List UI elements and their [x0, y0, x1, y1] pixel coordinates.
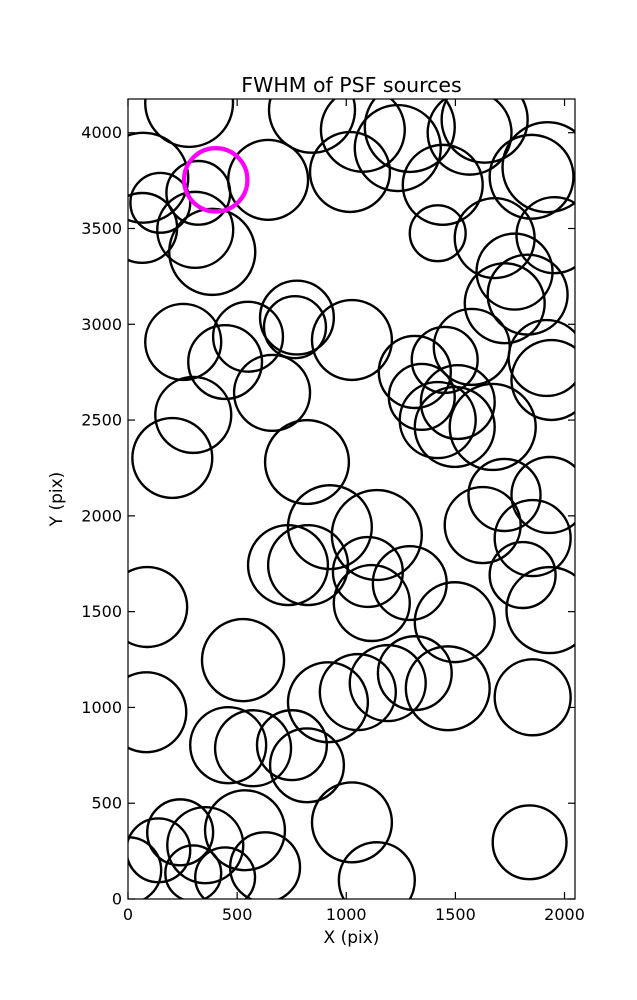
psf-circle [332, 563, 411, 643]
psf-circle [443, 485, 522, 565]
psf-circle [213, 709, 293, 788]
psf-circle [376, 635, 453, 712]
psf-circle [211, 300, 285, 373]
psf-circle [488, 133, 575, 220]
psf-circle [166, 805, 245, 885]
psf-circle [154, 375, 233, 455]
psf-circle [144, 302, 223, 382]
y-tick-label: 2000 [81, 506, 122, 525]
psf-circle [330, 488, 423, 582]
psf-circle [404, 645, 491, 732]
y-tick-label: 500 [91, 794, 122, 813]
psf-circle [228, 831, 302, 899]
psf-circle [426, 99, 513, 176]
psf-circle [413, 581, 496, 664]
psf-circle [507, 318, 575, 398]
psf-circle [440, 99, 529, 164]
psf-circle [363, 99, 456, 174]
highlighted-psf-circle [181, 146, 250, 214]
x-tick-label: 0 [123, 905, 133, 924]
psf-circle [131, 416, 214, 500]
psf-circle [331, 535, 404, 609]
psf-circle [146, 798, 215, 867]
psf-circle [348, 643, 427, 723]
psf-circle [310, 298, 394, 382]
y-tick-label: 3000 [81, 315, 122, 334]
y-axis-label: Y (pix) [47, 471, 67, 527]
psf-circle [318, 652, 398, 732]
psf-circle [491, 804, 568, 881]
psf-circle [448, 382, 537, 472]
psf-circle [268, 727, 346, 804]
y-tick-label: 4000 [81, 123, 122, 142]
psf-circle [408, 204, 467, 263]
y-tick-label: 1000 [81, 698, 122, 717]
psf-circle [310, 781, 394, 864]
psf-circle [168, 207, 257, 297]
psf-circle [463, 262, 546, 345]
psf-circle [353, 103, 442, 193]
y-tick-label: 1500 [81, 602, 122, 621]
y-tick-label: 3500 [81, 219, 122, 238]
chart-title: FWHM of PSF sources [241, 73, 462, 97]
psf-circle [129, 171, 192, 234]
x-axis-label: X (pix) [323, 928, 380, 948]
psf-circle [467, 457, 542, 533]
psf-circle [226, 138, 310, 221]
x-tick-label: 2000 [544, 905, 585, 924]
psf-circle [128, 671, 188, 754]
psf-circle [203, 789, 287, 872]
psf-circle [398, 380, 477, 460]
psf-circle [493, 658, 572, 737]
psf-circle [200, 617, 286, 703]
x-tick-label: 500 [222, 905, 253, 924]
psf-circle [515, 196, 575, 275]
psf-circle [187, 323, 264, 401]
psf-circle [262, 294, 328, 360]
psf-markers-layer [128, 99, 575, 899]
psf-circle [488, 540, 557, 610]
psf-circle [493, 498, 572, 578]
psf-circle [510, 455, 575, 535]
x-tick-label: 1500 [435, 905, 476, 924]
psf-circle [475, 232, 554, 311]
psf-circle [128, 131, 190, 224]
psf-circle [144, 99, 235, 149]
psf-circle [286, 484, 373, 571]
plot-border [127, 98, 576, 900]
psf-circle [401, 143, 484, 226]
psf-circle [164, 844, 223, 899]
psf-circle [194, 846, 257, 899]
psf-circle [501, 121, 575, 214]
y-tick-label: 2500 [81, 411, 122, 430]
psf-circle [387, 362, 456, 432]
psf-circle [505, 565, 575, 655]
psf-circle [337, 841, 416, 899]
y-tick-label: 0 [112, 890, 122, 909]
psf-circle [286, 661, 370, 744]
psf-circle [263, 418, 351, 506]
psf-circle [156, 190, 235, 270]
psf-circle [419, 363, 496, 441]
x-tick-label: 1000 [326, 905, 367, 924]
psf-circle [258, 279, 336, 356]
psf-circle [510, 338, 575, 422]
psf-circle [413, 385, 496, 469]
psf-circle [308, 130, 392, 214]
psf-circle [128, 565, 189, 649]
psf-circle [377, 334, 453, 410]
psf-circle [189, 705, 268, 785]
psf-circle [255, 709, 329, 782]
psf-circle [267, 99, 357, 154]
psf-circle [232, 353, 312, 433]
psf-circle [319, 99, 406, 173]
